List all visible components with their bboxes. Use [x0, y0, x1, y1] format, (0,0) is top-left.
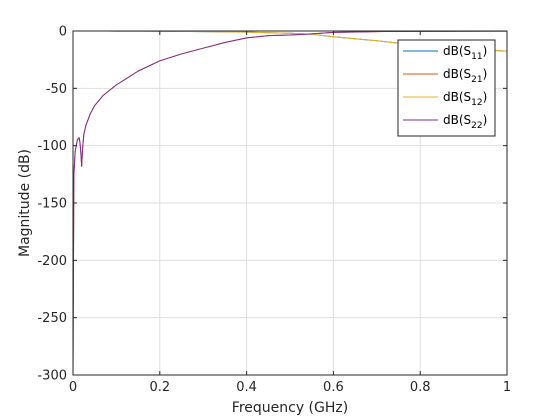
- x-axis-label: Frequency (GHz): [232, 400, 348, 416]
- y-tick-label: -200: [37, 254, 67, 269]
- legend-entry-label: dB(S21): [443, 67, 487, 85]
- legend-entry-label: dB(S22): [443, 113, 487, 131]
- x-tick-label: 0.6: [323, 380, 344, 395]
- legend[interactable]: dB(S11) dB(S21) dB(S12) dB(S22): [397, 39, 496, 137]
- y-tick-label: 0: [59, 25, 67, 40]
- legend-entry-label: dB(S12): [443, 90, 487, 108]
- x-tick-label: 0.4: [236, 380, 257, 395]
- x-tick-label: 1: [503, 380, 511, 395]
- y-tick-label: -50: [46, 82, 67, 97]
- x-tick-label: 0: [69, 380, 77, 395]
- grid: [72, 30, 508, 376]
- y-tick-label: -250: [37, 311, 67, 326]
- series-line-db-s22: [72, 30, 508, 376]
- x-tick-label: 0.2: [149, 380, 170, 395]
- ticks: 0 0.2 0.4 0.6 0.8 1 -300 -250 -200 -150 -100 -50 0: [37, 25, 511, 396]
- x-tick-label: 0.8: [410, 380, 431, 395]
- y-axis-label: Magnitude (dB): [17, 149, 33, 257]
- legend-entry-label: dB(S11): [443, 44, 487, 62]
- y-tick-label: -300: [37, 369, 67, 384]
- y-tick-label: -100: [37, 139, 67, 154]
- y-tick-label: -150: [37, 197, 67, 212]
